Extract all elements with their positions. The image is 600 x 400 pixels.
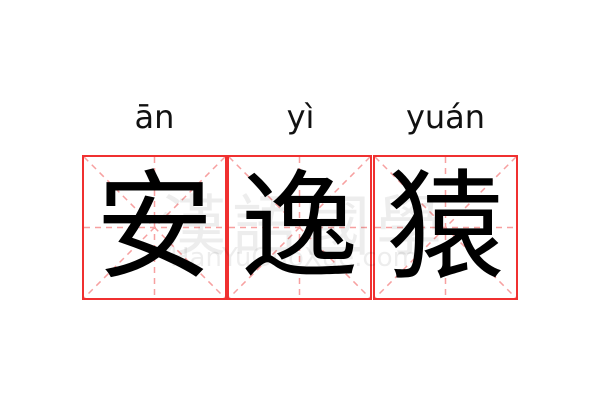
watermark-chinese: 漢語國學 (160, 188, 448, 265)
pinyin-2: yì (286, 98, 315, 136)
watermark-latin: HanYuGuoXue.com (170, 243, 418, 273)
guide-lines (84, 157, 225, 298)
pinyin-3: yuán (405, 98, 486, 136)
character-grid: 安 逸 猿 漢語國學 HanYuGuoXue.com (82, 155, 518, 300)
guide-lines (375, 157, 516, 298)
pinyin-1: ān (134, 98, 175, 136)
guide-lines (229, 157, 370, 298)
character-cell: 逸 (227, 155, 372, 300)
character-cell: 猿 (373, 155, 518, 300)
character-2: 逸 (240, 158, 359, 296)
character-1: 安 (95, 158, 214, 296)
character-cell: 安 (82, 155, 227, 300)
character-3: 猿 (386, 158, 505, 296)
